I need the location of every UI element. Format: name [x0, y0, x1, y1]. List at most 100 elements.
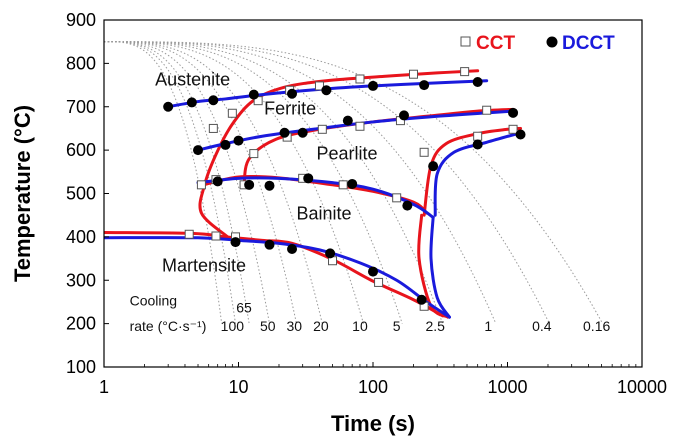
cct-point-16: [317, 124, 327, 134]
y-tick-label: 600: [66, 140, 96, 160]
legend-cct-marker: [460, 36, 471, 47]
y-tick-label: 500: [66, 184, 96, 204]
phase-label-bainite: Bainite: [297, 204, 352, 224]
legend: CCT DCCT: [460, 33, 615, 54]
dcct-point-7: [419, 80, 430, 91]
dcct-point-1: [186, 97, 197, 108]
dcct-bainite-finish-line: [429, 215, 451, 319]
dcct-point-11: [233, 135, 244, 146]
cooling-curve-9: [104, 41, 497, 324]
cooling-curve-4: [104, 41, 298, 324]
dcct-point-24: [472, 139, 483, 150]
cct-point-11: [314, 81, 324, 91]
cct-point-21: [338, 180, 348, 190]
dcct-point-18: [244, 179, 255, 190]
y-axis-title: Temperature (°C): [10, 105, 35, 282]
dcct-point-29: [325, 248, 336, 259]
cct-point-7: [227, 108, 237, 118]
dcct-point-3: [248, 89, 259, 100]
dcct-martensite-start-line: [104, 236, 451, 319]
cct-point-25: [508, 124, 518, 134]
dcct-point-10: [220, 139, 231, 150]
y-tick-label: 400: [66, 227, 96, 247]
dcct-point-0: [163, 101, 174, 112]
cooling-rate-label: 5: [393, 318, 401, 334]
cooling-rate-label: 100: [221, 318, 245, 334]
cooling-curve-2: [104, 41, 250, 324]
cct-point-22: [392, 193, 402, 203]
cooling-curve-5: [104, 41, 323, 324]
cct-point-6: [208, 123, 218, 133]
x-tick-label: 100: [358, 377, 388, 397]
cct-point-24: [473, 131, 483, 141]
dcct-point-25: [515, 129, 526, 140]
dcct-point-9: [193, 145, 204, 156]
dcct-point-15: [398, 110, 409, 121]
cooling-rate-label: 0.4: [532, 318, 552, 334]
x-tick-label: 1000: [487, 377, 527, 397]
y-tick-label: 900: [66, 10, 96, 30]
annotation-layer: Austenite Ferrite Pearlite Bainite Martensit…: [130, 69, 611, 334]
legend-cct-label: CCT: [476, 33, 515, 54]
dcct-point-5: [321, 85, 332, 96]
cooling-rate-label: 10: [352, 318, 368, 334]
legend-dcct-label: DCCT: [562, 33, 615, 54]
cct-point-12: [355, 74, 365, 84]
cooling-curve-11: [104, 41, 604, 324]
cct-point-19: [482, 105, 492, 115]
dcct-point-19: [264, 180, 275, 191]
x-tick-label: 1: [99, 377, 109, 397]
dcct-point-14: [342, 115, 353, 126]
dcct-point-17: [212, 176, 223, 187]
cooling-rate-title: Cooling: [130, 292, 177, 308]
dcct-point-12: [279, 127, 290, 138]
cct-point-1: [211, 231, 221, 241]
y-tick-label: 200: [66, 314, 96, 334]
y-tick-label: 700: [66, 97, 96, 117]
x-tick-label: 10000: [617, 377, 667, 397]
cooling-rate-label: 0.16: [583, 318, 610, 334]
dcct-point-31: [416, 294, 427, 305]
cooling-rate-label: 65: [236, 299, 252, 315]
series-layer: [104, 67, 526, 319]
dcct-point-16: [508, 107, 519, 118]
dcct-point-22: [402, 200, 413, 211]
x-axis-title: Time (s): [331, 411, 415, 436]
dcct-point-27: [264, 239, 275, 250]
dcct-point-28: [287, 244, 298, 255]
dcct-point-30: [368, 266, 378, 277]
legend-dcct-marker: [546, 36, 558, 48]
cct-point-17: [355, 121, 365, 131]
dcct-point-23: [428, 161, 439, 172]
dcct-point-2: [208, 95, 219, 106]
dcct-pearlite-finish-line: [433, 131, 523, 217]
phase-label-pearlite: Pearlite: [316, 144, 377, 164]
cooling-rate-label: 50: [260, 318, 276, 334]
cct-point-13: [408, 69, 418, 79]
cooling-curves: [104, 41, 604, 324]
y-tick-label: 300: [66, 270, 96, 290]
dcct-point-6: [368, 80, 378, 91]
dcct-bainite-start-line: [196, 176, 435, 219]
cct-point-23: [419, 147, 429, 157]
dcct-point-13: [297, 127, 308, 138]
cooling-curve-1: [104, 41, 236, 324]
dcct-point-21: [347, 178, 358, 189]
dcct-point-8: [472, 77, 483, 88]
cooling-rate-label: 2.5: [425, 318, 445, 334]
cooling-rate-label: 20: [313, 318, 329, 334]
dcct-point-26: [230, 237, 241, 248]
phase-label-austenite: Austenite: [155, 69, 230, 89]
markers-dcct: [163, 77, 526, 305]
dcct-point-20: [303, 173, 314, 184]
x-tick-label: 10: [228, 377, 248, 397]
y-tick-label: 100: [66, 357, 96, 377]
cct-point-14: [460, 67, 470, 77]
cct-point-3: [196, 180, 206, 190]
cct-point-27: [374, 277, 384, 287]
cooling-rate-label: 1: [484, 318, 492, 334]
cooling-rate-title-unit: rate (°C·s⁻¹): [130, 318, 207, 334]
y-tick-label: 800: [66, 53, 96, 73]
phase-label-martensite: Martensite: [162, 256, 246, 276]
